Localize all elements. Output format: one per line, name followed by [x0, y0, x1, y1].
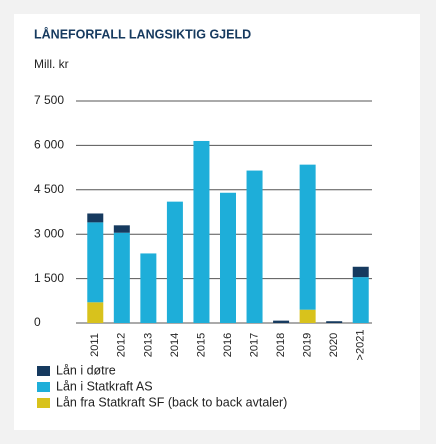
legend-swatch [37, 382, 50, 392]
x-tick-label: 2020 [328, 333, 340, 357]
bar-segment [352, 277, 369, 323]
bar-segment [220, 192, 236, 323]
legend-label: Lån i døtre [56, 363, 116, 377]
bar-segment [87, 302, 104, 323]
y-tick-label: 0 [34, 315, 41, 329]
bar-segment [113, 232, 130, 323]
x-tick-label: 2012 [116, 333, 128, 357]
bar-segment [246, 170, 263, 323]
chart-title: LÅNEFORFALL LANGSIKTIG GJELD [34, 26, 251, 41]
legend-label: Lån i Statkraft AS [56, 379, 153, 393]
x-tick-label: 2011 [89, 333, 101, 357]
x-tick-label: 2019 [302, 333, 314, 357]
legend-swatch [37, 398, 50, 408]
bar-segment [87, 213, 104, 223]
bar-segment [299, 309, 316, 323]
x-tick-label: 2015 [195, 333, 207, 357]
y-tick-label: 4 500 [34, 182, 64, 196]
y-tick-label: 3 000 [34, 226, 64, 240]
legend-swatch [37, 366, 50, 376]
y-tick-label: 6 000 [34, 138, 64, 152]
y-tick-label: 1 500 [34, 271, 64, 285]
x-tick-label: 2014 [169, 333, 181, 357]
bar-segment [193, 140, 210, 323]
unit-label: Mill. kr [34, 57, 69, 71]
bar-segment [326, 321, 343, 323]
x-tick-label: 2017 [248, 333, 260, 357]
x-tick-label: 2018 [275, 333, 287, 357]
bar-segment [352, 266, 369, 278]
bar-segment [166, 201, 183, 323]
bar-segment [113, 225, 130, 233]
bar-segment [140, 253, 157, 323]
x-tick-label: 2016 [222, 333, 234, 357]
bar-segment [273, 320, 290, 323]
card [14, 14, 420, 430]
bar-segment [299, 164, 316, 310]
y-tick-label: 7 500 [34, 93, 64, 107]
bar-segment [87, 222, 104, 303]
x-tick-label: 2013 [142, 333, 154, 357]
legend-label: Lån fra Statkraft SF (back to back avtal… [56, 395, 287, 409]
x-tick-label: >2021 [355, 330, 367, 361]
